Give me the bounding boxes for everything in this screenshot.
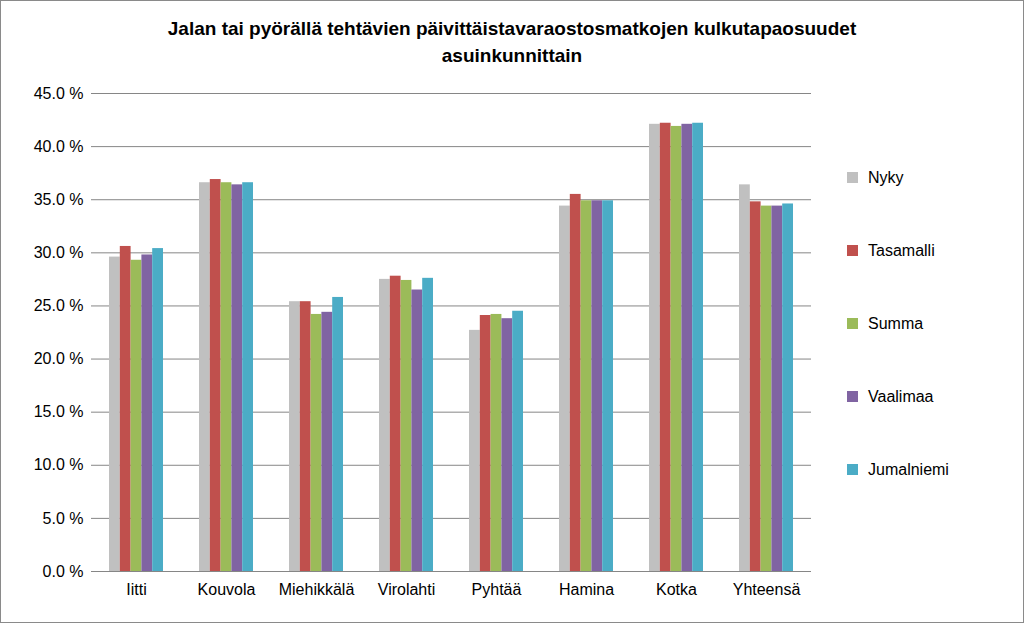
html-text:Tasamalli: Tasamalli: [868, 241, 935, 259]
svg-text:20.0 %: 20.0 %: [34, 350, 84, 367]
svg-text:35.0 %: 35.0 %: [34, 191, 84, 208]
svg-text:Iitti: Iitti: [126, 581, 146, 598]
svg-text:45.0 %: 45.0 %: [34, 85, 84, 102]
svg-text:Kotka: Kotka: [656, 581, 697, 598]
svg-text:25.0 %: 25.0 %: [34, 297, 84, 314]
svg-text:Yhteensä: Yhteensä: [733, 581, 801, 598]
html-text:Jalan tai pyörällä tehtävien p: Jalan tai pyörällä tehtävien päivittäist…: [167, 18, 857, 66]
svg-text:10.0 %: 10.0 %: [34, 456, 84, 473]
svg-text:30.0 %: 30.0 %: [34, 244, 84, 261]
svg-text:40.0 %: 40.0 %: [34, 138, 84, 155]
svg-text:5.0 %: 5.0 %: [43, 510, 84, 527]
svg-text:15.0 %: 15.0 %: [34, 403, 84, 420]
svg-text:0.0 %: 0.0 %: [43, 563, 84, 580]
svg-text:Virolahti: Virolahti: [378, 581, 436, 598]
html-text:Vaalimaa: Vaalimaa: [868, 387, 934, 405]
html-text:Jumalniemi: Jumalniemi: [868, 460, 949, 478]
svg-text:Miehikkälä: Miehikkälä: [279, 581, 355, 598]
html-text:Nyky: Nyky: [868, 168, 904, 186]
svg-text:Pyhtää: Pyhtää: [472, 581, 522, 598]
svg-text:Kouvola: Kouvola: [198, 581, 256, 598]
html-text:Summa: Summa: [868, 314, 924, 332]
svg-text:Hamina: Hamina: [559, 581, 614, 598]
